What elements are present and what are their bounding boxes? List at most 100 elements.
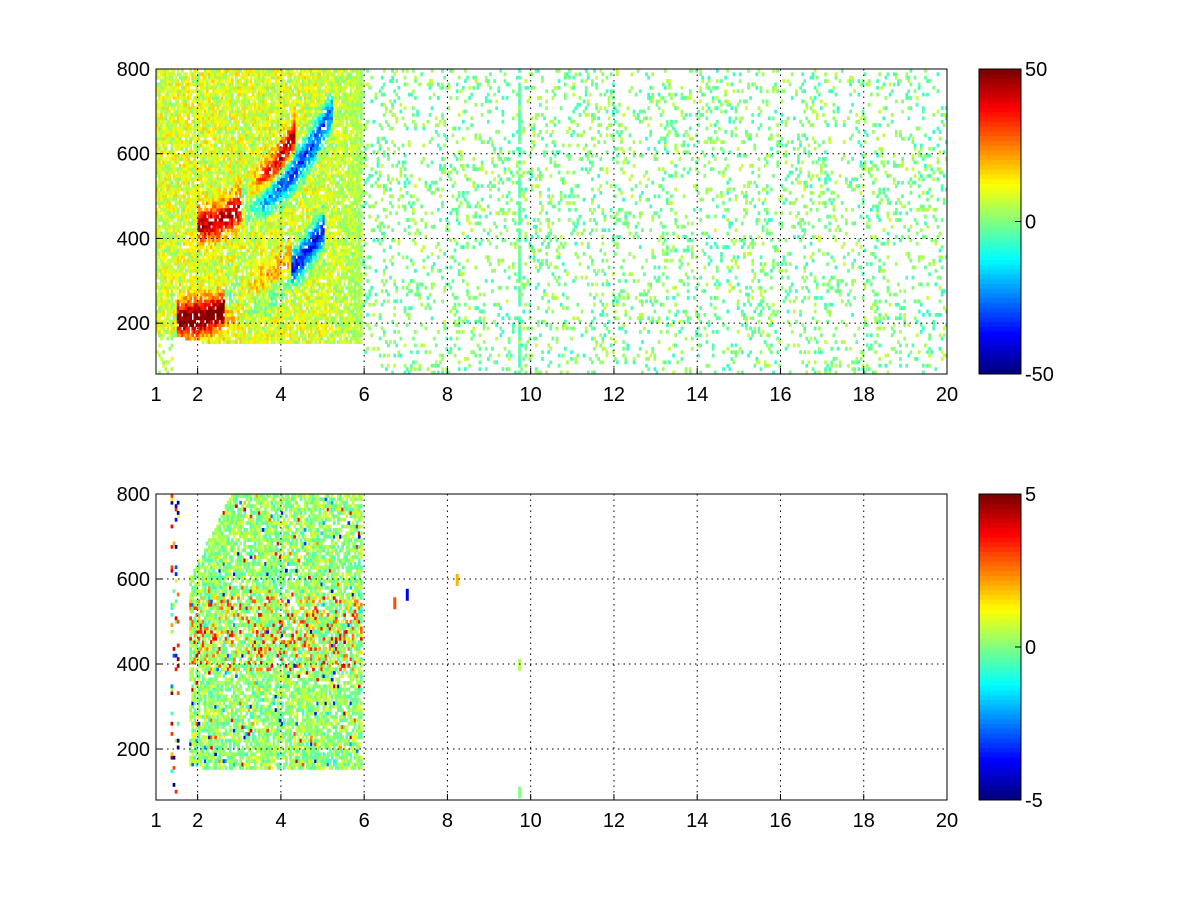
heatmap-cell: [257, 231, 261, 236]
heatmap-cell: [274, 275, 278, 280]
heatmap-cell: [243, 146, 247, 151]
heatmap-cell: [272, 268, 276, 273]
heatmap-cell: [216, 126, 220, 131]
heatmap-cell: [274, 282, 278, 287]
heatmap-cell: [216, 69, 220, 73]
heatmap-cell: [164, 231, 168, 236]
heatmap-cell: [180, 323, 184, 327]
heatmap-cell: [224, 340, 228, 344]
heatmap-cell: [270, 109, 274, 114]
heatmap-cell: [156, 235, 159, 239]
heatmap-cell: [253, 309, 257, 314]
heatmap-cell: [222, 89, 226, 94]
heatmap-cell: [260, 319, 263, 324]
heatmap-cell: [176, 316, 180, 321]
heatmap-cell: [187, 102, 190, 107]
heatmap-cell: [164, 150, 168, 155]
heatmap-cell: [172, 313, 176, 317]
heatmap-cell: [191, 282, 195, 287]
heatmap-cell: [255, 252, 259, 256]
heatmap-cell: [228, 102, 232, 107]
heatmap-cell: [264, 92, 267, 97]
heatmap-cell: [172, 231, 176, 236]
heatmap-cell: [251, 72, 255, 77]
heatmap-cell: [241, 285, 245, 290]
heatmap-cell: [274, 255, 278, 260]
heatmap-cell: [216, 167, 220, 172]
heatmap-cell: [160, 123, 163, 128]
heatmap-cell: [260, 187, 263, 192]
heatmap-cell: [268, 119, 272, 124]
heatmap-cell: [285, 146, 288, 151]
heatmap-cell: [222, 241, 226, 246]
heatmap-cell: [160, 292, 163, 297]
heatmap-cell: [156, 184, 159, 189]
heatmap-cell: [201, 140, 205, 144]
heatmap-cell: [301, 126, 305, 131]
heatmap-cell: [301, 299, 305, 304]
heatmap-cell: [156, 146, 159, 151]
heatmap-cell: [247, 306, 251, 311]
heatmap-cell: [174, 302, 178, 307]
heatmap-cell: [230, 252, 234, 256]
heatmap-cell: [203, 96, 207, 100]
heatmap-cell: [228, 238, 232, 243]
heatmap-cell: [187, 241, 190, 246]
heatmap-cell: [282, 285, 286, 290]
heatmap-cell: [178, 282, 182, 287]
heatmap-cell: [162, 333, 165, 338]
heatmap-cell: [210, 160, 213, 165]
heatmap-cell: [280, 75, 284, 80]
heatmap-cell: [176, 214, 180, 219]
heatmap-cell: [249, 106, 253, 111]
heatmap-cell: [170, 102, 174, 107]
heatmap-cell: [268, 96, 272, 100]
heatmap-cell: [199, 214, 203, 219]
heatmap-cell: [208, 279, 211, 283]
heatmap-cell: [241, 252, 245, 256]
heatmap-cell: [251, 241, 255, 246]
heatmap-cell: [266, 275, 270, 280]
heatmap-cell: [158, 231, 161, 236]
heatmap-cell: [189, 336, 192, 341]
heatmap-cell: [247, 123, 251, 128]
heatmap-cell: [247, 136, 251, 141]
heatmap-cell: [205, 167, 209, 172]
heatmap-cell: [189, 153, 192, 158]
heatmap-cell: [187, 255, 190, 260]
heatmap-cell: [195, 194, 199, 199]
heatmap-cell: [233, 302, 236, 307]
heatmap-cell: [247, 109, 251, 114]
heatmap-cell: [189, 221, 192, 226]
heatmap-cell: [249, 262, 253, 266]
heatmap-cell: [303, 160, 307, 165]
heatmap-cell: [170, 79, 174, 83]
heatmap-cell: [210, 228, 213, 233]
heatmap-cell: [220, 109, 224, 114]
heatmap-cell: [264, 197, 267, 202]
heatmap-cell: [282, 157, 286, 161]
heatmap-cell: [205, 180, 209, 185]
heatmap-cell: [158, 180, 161, 185]
heatmap-cell: [160, 275, 163, 280]
heatmap-cell: [251, 289, 255, 294]
heatmap-cell: [214, 238, 217, 243]
heatmap-cell: [174, 252, 178, 256]
heatmap-cell: [276, 123, 280, 128]
heatmap-cell: [203, 279, 207, 283]
heatmap-cell: [195, 82, 199, 87]
heatmap-cell: [199, 279, 203, 283]
heatmap-cell: [253, 329, 257, 334]
heatmap-cell: [260, 316, 263, 321]
heatmap-cell: [212, 329, 215, 334]
heatmap-cell: [201, 218, 205, 222]
heatmap-cell: [191, 262, 195, 266]
heatmap-cell: [266, 187, 270, 192]
heatmap-cell: [210, 340, 213, 344]
heatmap-cell: [230, 231, 234, 236]
heatmap-cell: [214, 89, 217, 94]
heatmap-cell: [272, 255, 276, 260]
heatmap-cell: [235, 316, 238, 321]
heatmap-cell: [189, 262, 192, 266]
heatmap-cell: [266, 133, 270, 138]
